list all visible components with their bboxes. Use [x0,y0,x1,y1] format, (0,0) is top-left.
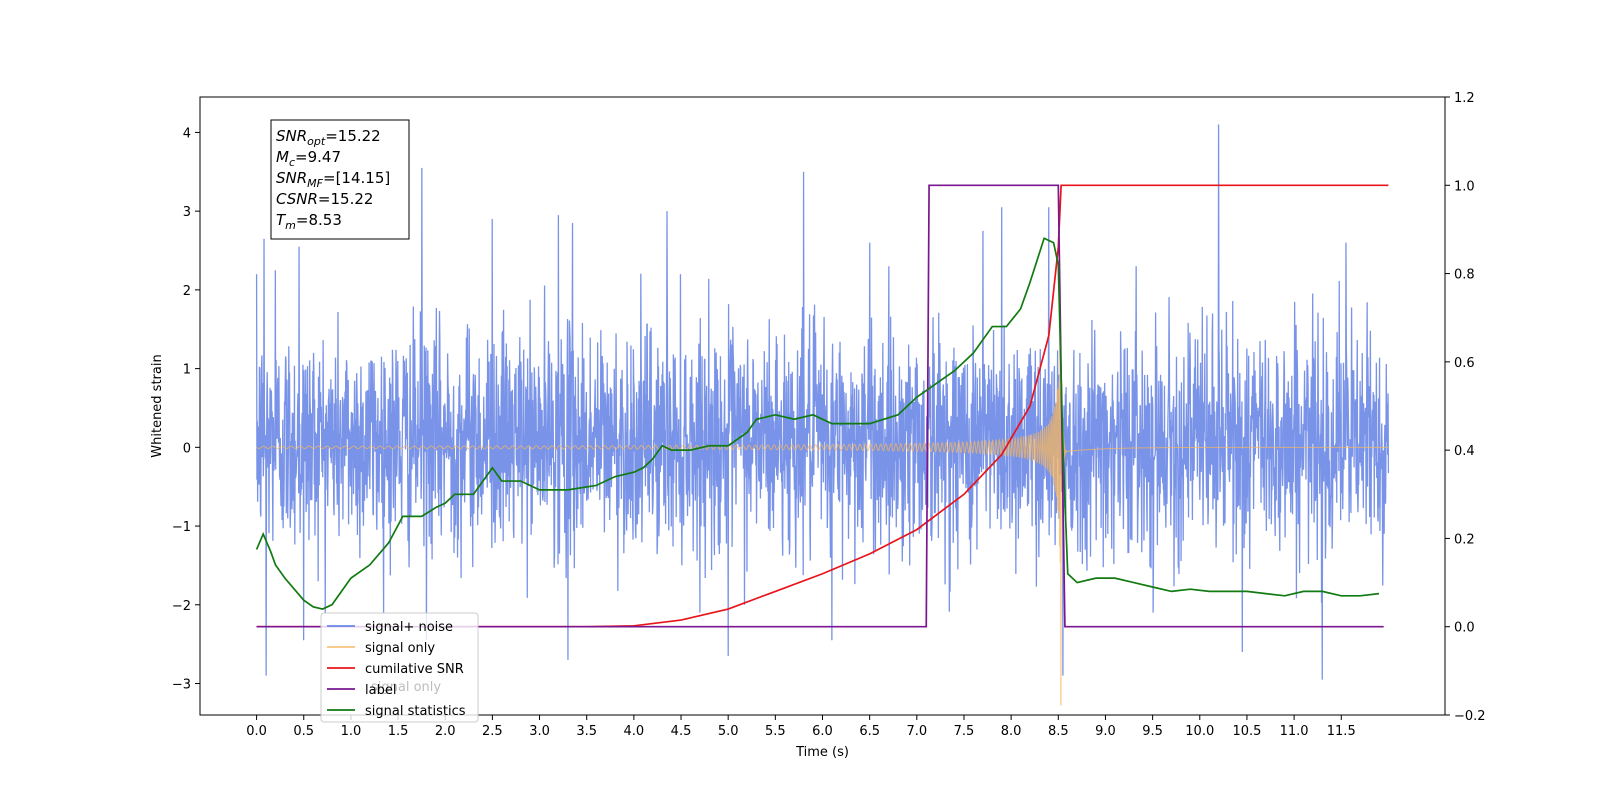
y2-tick-label: −0.2 [1454,709,1486,724]
y-tick-label: 1 [183,363,191,378]
x-tick-label: 1.5 [388,724,409,739]
signal-only-line [256,307,1389,706]
cumilative-snr-line [256,184,1389,628]
signal-statistics-line [255,237,1380,610]
x-tick-label: 3.0 [529,724,550,739]
y-tick-label: −1 [172,520,191,535]
signal-noise-line [255,124,1390,680]
legend-entry: cumilative SNR [365,662,464,677]
x-tick-label: 9.5 [1142,724,1163,739]
legend-entry: signal statistics [365,704,466,719]
annotation-line: CSNR=15.22 [276,190,373,208]
x-tick-label: 8.0 [1001,724,1022,739]
x-tick-label: 2.0 [435,724,456,739]
y-axis-label: Whitened strain [150,354,165,457]
x-tick-label: 2.5 [482,724,503,739]
x-tick-label: 0.5 [293,724,314,739]
y-tick-label: −3 [172,678,191,693]
x-tick-label: 11.5 [1327,724,1356,739]
y-tick-label: 2 [183,284,191,299]
legend: signal only signal+ noise signal only cumil… [320,612,479,723]
y-tick-label: 3 [183,205,191,220]
metrics-annotation: SNRopt=15.22Mc=9.47SNRMF=[14.15]CSNR=15.… [270,119,410,240]
x-tick-label: 3.5 [576,724,597,739]
line-series-group [255,184,1389,628]
x-axis-label: Time (s) [795,745,849,760]
tick-group: 0.0 0.5 1.0 1.5 2.0 2.5 3.0 3.5 4.0 4.5 5.0 5.5 6.0 6… [172,91,1486,739]
y2-tick-label: 0.4 [1454,444,1475,459]
y2-tick-label: 1.0 [1454,179,1475,194]
signal-only-series [256,307,1389,706]
x-tick-label: 1.0 [341,724,362,739]
y2-tick-label: 0.2 [1454,532,1475,547]
y2-tick-label: 1.2 [1454,91,1475,106]
x-tick-label: 4.5 [671,724,692,739]
x-tick-label: 4.0 [624,724,645,739]
y2-tick-label: 0.0 [1454,621,1475,636]
x-tick-label: 5.0 [718,724,739,739]
x-tick-label: 10.0 [1185,724,1214,739]
x-tick-label: 5.5 [765,724,786,739]
annotation-line: SNRopt=15.22 [276,127,381,148]
annotation-frame [270,119,410,240]
x-tick-label: 8.5 [1048,724,1069,739]
legend-entry: label [365,683,396,698]
y2-tick-label: 0.8 [1454,268,1475,283]
legend-frame [320,612,479,723]
annotation-line: Tm=8.53 [276,211,342,232]
legend-overlapped-text: signal only [371,680,441,695]
x-tick-label: 11.0 [1280,724,1309,739]
legend-entry: signal only [365,641,435,656]
annotation-line: Mc=9.47 [276,148,341,169]
y-tick-label: −2 [172,599,191,614]
x-tick-label: 7.5 [954,724,975,739]
x-tick-label: 9.0 [1095,724,1116,739]
label-line [256,184,1384,628]
x-tick-label: 10.5 [1232,724,1261,739]
y-tick-label: 4 [183,126,191,141]
signal-noise-series [255,124,1390,680]
x-tick-label: 7.0 [906,724,927,739]
y2-tick-label: 0.6 [1454,356,1475,371]
annotation-line: SNRMF=[14.15] [276,169,390,190]
y-tick-label: 0 [183,441,191,456]
x-tick-label: 6.5 [859,724,880,739]
x-tick-label: 0.0 [246,724,267,739]
x-tick-label: 6.0 [812,724,833,739]
legend-entry: signal+ noise [365,620,453,635]
